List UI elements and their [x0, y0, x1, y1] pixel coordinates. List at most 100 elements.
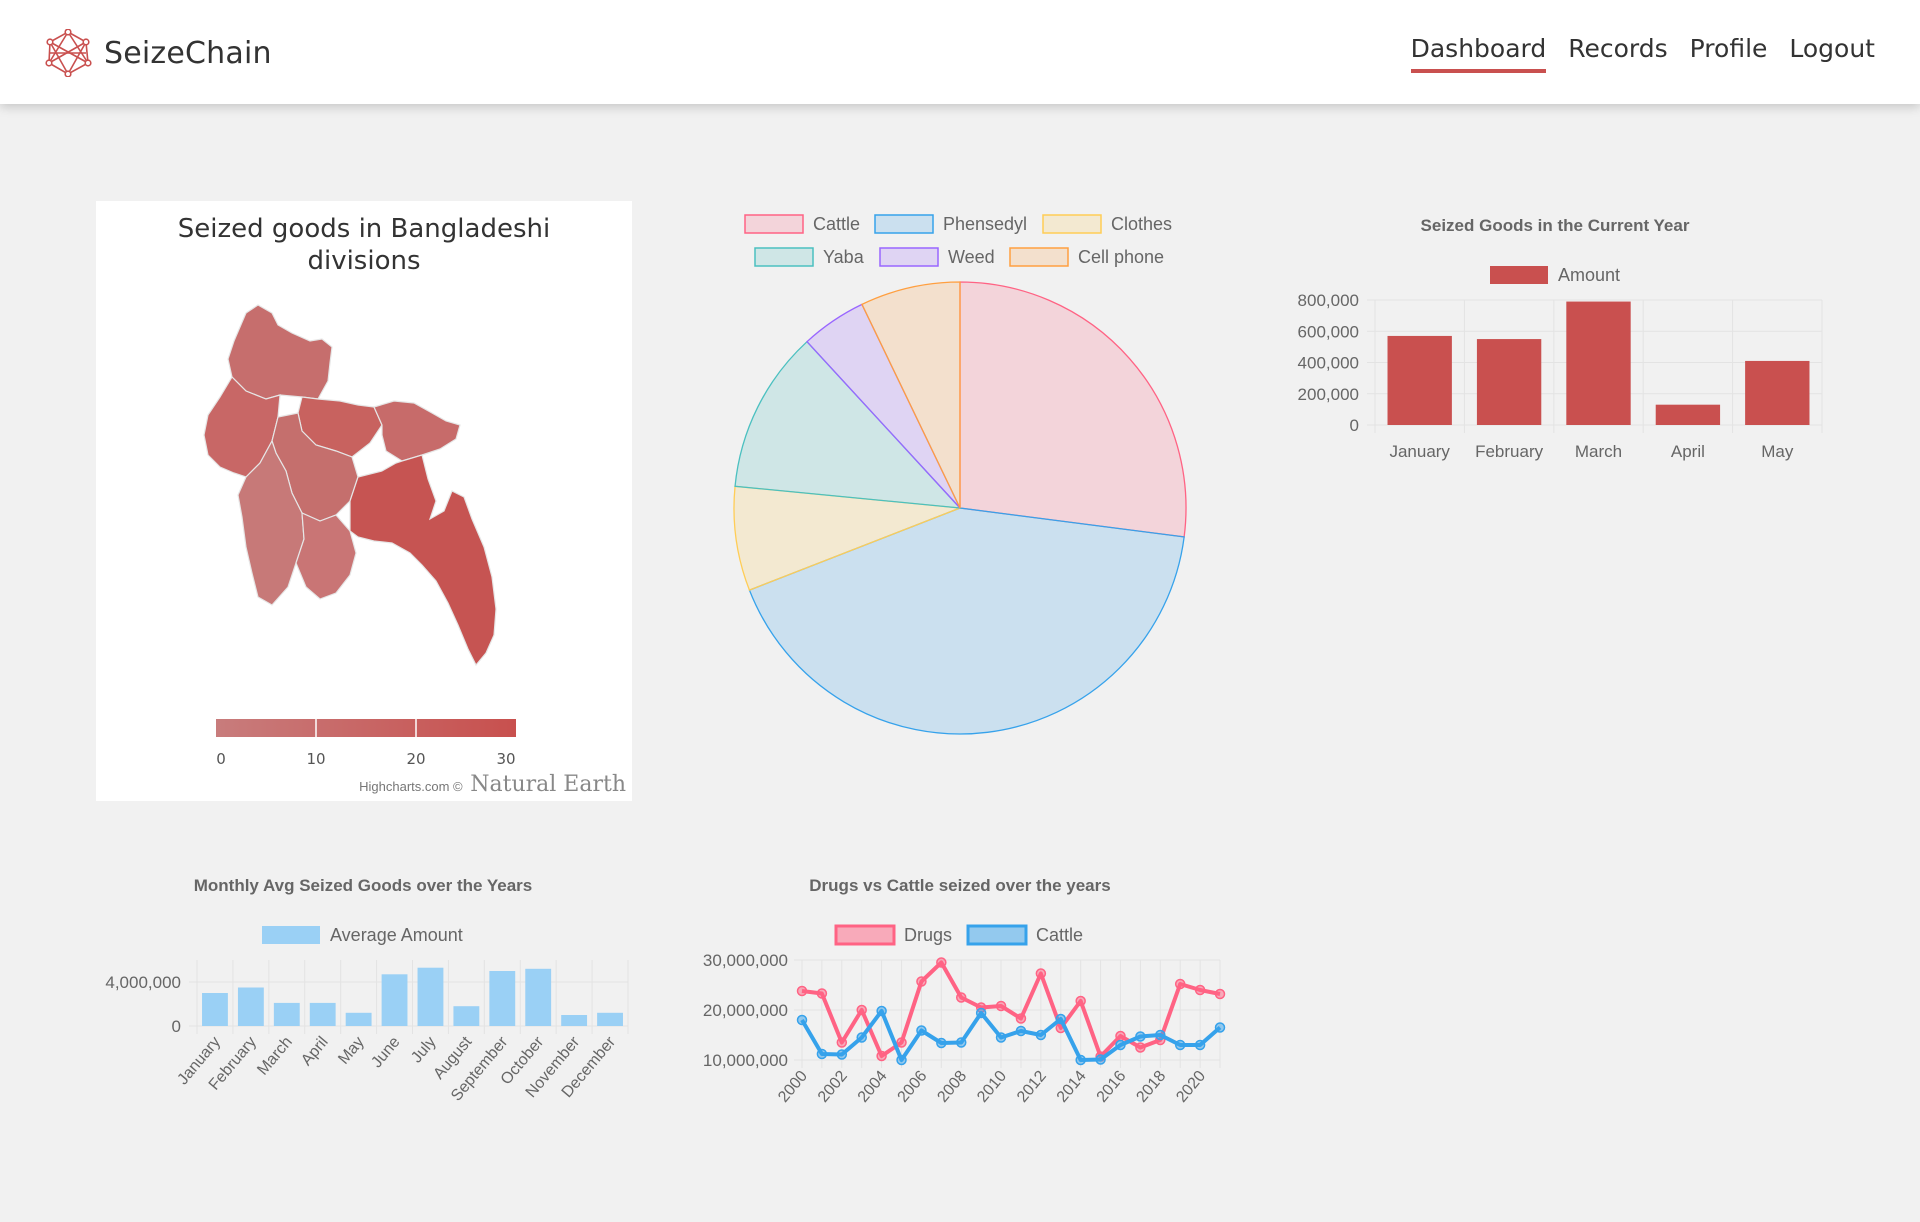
current-year-chart: Seized Goods in the Current Year Amount 0 2…: [1298, 216, 1823, 461]
bar[interactable]: [597, 1012, 623, 1026]
series-line-drugs: [801, 960, 1221, 1059]
data-point[interactable]: [975, 1007, 987, 1019]
bar[interactable]: [1655, 404, 1721, 425]
data-point[interactable]: [1174, 978, 1186, 990]
nav-logout[interactable]: Logout: [1789, 34, 1875, 63]
data-point[interactable]: [1194, 1039, 1206, 1051]
map-credits[interactable]: Highcharts.com © Natural Earth: [359, 772, 626, 797]
data-point[interactable]: [1015, 1025, 1027, 1037]
data-point[interactable]: [1174, 1039, 1186, 1051]
nav-profile[interactable]: Profile: [1689, 34, 1768, 63]
data-point[interactable]: [1214, 988, 1226, 1000]
data-point[interactable]: [995, 1000, 1007, 1012]
data-point[interactable]: [856, 1004, 867, 1016]
chart-title: Monthly Avg Seized Goods over the Years: [194, 876, 533, 895]
bar[interactable]: [1566, 301, 1631, 425]
division-chittagong[interactable]: [349, 454, 497, 667]
division-sylhet[interactable]: [373, 400, 461, 462]
bar[interactable]: [1387, 335, 1452, 425]
y-tick-label: 20,000,000: [703, 1001, 788, 1020]
main-nav: Dashboard Records Profile Logout: [1389, 34, 1875, 73]
bar[interactable]: [489, 971, 516, 1026]
data-point[interactable]: [1214, 1022, 1226, 1033]
bangladesh-map: [203, 304, 497, 667]
x-tick-label: February: [1475, 442, 1544, 461]
data-point[interactable]: [916, 976, 927, 987]
bar[interactable]: [1745, 360, 1810, 425]
data-point[interactable]: [1115, 1030, 1126, 1042]
pie-legend-swatch: [1042, 214, 1102, 234]
pie-slice-yaba[interactable]: [734, 340, 962, 509]
y-tick-label: 400,000: [1298, 354, 1359, 373]
data-point[interactable]: [1015, 1013, 1027, 1024]
map-color-axis: 0 10 20 30: [216, 719, 516, 768]
data-point[interactable]: [836, 1049, 848, 1060]
data-point[interactable]: [1194, 984, 1206, 996]
data-point[interactable]: [1075, 995, 1086, 1007]
x-tick-label: May: [335, 1034, 367, 1068]
bar[interactable]: [202, 993, 228, 1026]
data-point[interactable]: [1155, 1029, 1166, 1041]
pie-slice-clothes[interactable]: [733, 485, 961, 591]
nav-dashboard[interactable]: Dashboard: [1410, 34, 1547, 73]
data-point[interactable]: [916, 1025, 927, 1036]
legend-label: Amount: [1558, 265, 1620, 285]
pie-legend-label: Cattle: [813, 214, 860, 234]
data-point[interactable]: [955, 992, 967, 1003]
data-point[interactable]: [876, 1005, 887, 1017]
bar[interactable]: [237, 987, 264, 1027]
bar[interactable]: [345, 1012, 372, 1026]
data-point[interactable]: [796, 985, 808, 997]
data-point[interactable]: [876, 1050, 887, 1062]
nav-records[interactable]: Records: [1568, 34, 1668, 63]
data-point[interactable]: [936, 1037, 947, 1049]
bar[interactable]: [381, 974, 408, 1026]
data-point[interactable]: [896, 1054, 907, 1066]
bar[interactable]: [273, 1002, 300, 1026]
data-point[interactable]: [856, 1032, 867, 1043]
data-point[interactable]: [796, 1014, 808, 1026]
pie-slice-cell-phone[interactable]: [861, 281, 961, 509]
data-point[interactable]: [1095, 1054, 1106, 1065]
data-point[interactable]: [1135, 1031, 1146, 1042]
legend-swatch: [1490, 266, 1548, 284]
division-rangpur[interactable]: [227, 304, 333, 400]
bar[interactable]: [309, 1002, 336, 1026]
data-point[interactable]: [955, 1037, 967, 1048]
y-tick-label: 0: [172, 1017, 181, 1036]
pie-legend-label: Yaba: [823, 247, 865, 267]
data-point[interactable]: [816, 988, 828, 999]
bar[interactable]: [417, 967, 444, 1026]
pie-legend-label: Phensedyl: [943, 214, 1027, 234]
y-tick-label: 30,000,000: [703, 951, 788, 970]
x-tick-label: 2008: [934, 1068, 970, 1106]
data-point[interactable]: [1075, 1054, 1086, 1066]
x-tick-label: 2020: [1173, 1068, 1209, 1106]
bar[interactable]: [561, 1015, 588, 1026]
data-point[interactable]: [816, 1048, 828, 1060]
data-point[interactable]: [1055, 1013, 1067, 1025]
pie-slice-cattle[interactable]: [959, 281, 1187, 538]
data-point[interactable]: [1035, 968, 1047, 979]
pie-legend-swatch: [874, 214, 934, 234]
map-title-line2: divisions: [307, 246, 420, 276]
division-map-card: Seized goods in Bangladeshi divisions 0: [96, 201, 632, 801]
data-point[interactable]: [1135, 1042, 1146, 1053]
bar[interactable]: [1476, 339, 1542, 425]
data-point[interactable]: [1035, 1029, 1047, 1041]
data-point[interactable]: [936, 957, 947, 968]
data-point[interactable]: [836, 1037, 848, 1048]
navbar: SeizeChain Dashboard Records Profile Log…: [0, 0, 1920, 104]
bar[interactable]: [453, 1006, 480, 1026]
division-barisal[interactable]: [295, 512, 357, 600]
data-point[interactable]: [1115, 1039, 1126, 1051]
y-tick-label: 600,000: [1298, 322, 1359, 341]
brand[interactable]: SeizeChain: [42, 29, 272, 77]
data-point[interactable]: [896, 1037, 907, 1048]
x-tick-label: 2018: [1133, 1068, 1169, 1106]
pie-legend-swatch: [744, 214, 804, 234]
bar[interactable]: [525, 968, 552, 1026]
legend-label: Average Amount: [330, 925, 463, 945]
data-point[interactable]: [995, 1032, 1007, 1043]
pie-slice-phensedyl[interactable]: [748, 507, 1185, 735]
